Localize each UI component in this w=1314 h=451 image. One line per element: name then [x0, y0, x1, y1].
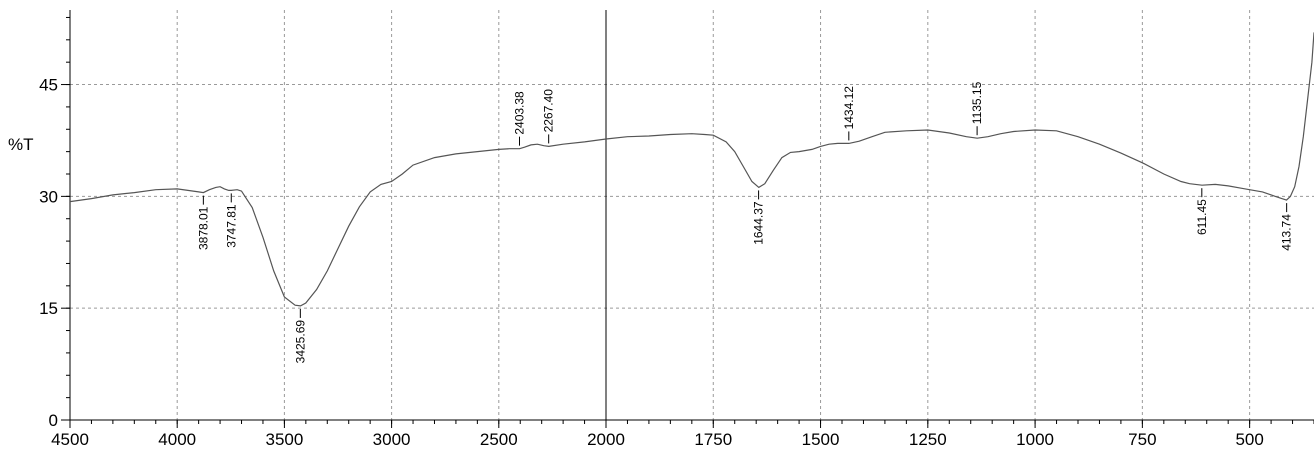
peak-label: 413.74	[1280, 214, 1294, 251]
y-axis-ticks: 0 15 30 45	[39, 16, 70, 430]
y-tick-label: 45	[39, 76, 58, 95]
y-tick-label: 0	[49, 411, 58, 430]
x-tick-label: 2000	[587, 430, 625, 449]
peak-label: 1135.15	[970, 81, 984, 124]
peak-label: 3747.81	[224, 204, 238, 248]
y-axis-label: %T	[8, 135, 34, 154]
y-tick-label: 15	[39, 299, 58, 318]
x-tick-label: 4500	[51, 430, 89, 449]
x-tick-label: 750	[1128, 430, 1156, 449]
peak-label: 3878.01	[196, 206, 210, 250]
x-tick-label: 3000	[373, 430, 411, 449]
y-tick-label: 30	[39, 187, 58, 206]
peak-annotations: 3878.01 3747.81 3425.69 2403.38 2267.40 1644.…	[196, 81, 1293, 363]
x-tick-label: 1500	[802, 430, 840, 449]
spectrum-line-0	[69, 32, 1314, 307]
x-axis-ticks: 4500 4000 3500 3000 2500 2000 1750 1500 1250 1000…	[51, 420, 1314, 449]
series-layer	[69, 32, 1314, 307]
x-tick-label: 3500	[265, 430, 303, 449]
peak-label: 2403.38	[513, 91, 527, 135]
peak-label: 611.45	[1195, 199, 1209, 235]
grid-lines	[70, 10, 1314, 420]
x-tick-label: 500	[1235, 430, 1263, 449]
x-tick-label: 4000	[158, 430, 196, 449]
x-tick-label: 2500	[480, 430, 518, 449]
peak-label: 2267.40	[542, 89, 556, 133]
axes	[69, 10, 1314, 421]
peak-label: 1434.12	[842, 86, 856, 130]
x-tick-label: 1250	[909, 430, 947, 449]
x-tick-label: 1000	[1016, 430, 1054, 449]
x-tick-label: 1750	[694, 430, 732, 449]
peak-label: 1644.37	[752, 201, 766, 245]
peak-label: 3425.69	[293, 320, 307, 364]
